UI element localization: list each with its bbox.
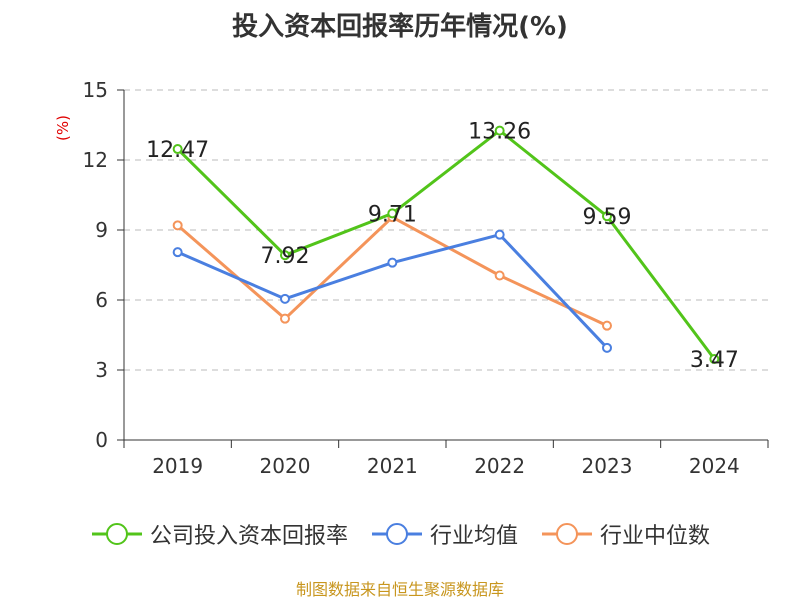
legend-label: 公司投入资本回报率 [149,524,348,549]
legend-line-marker-icon [91,523,142,545]
series-line [176,215,608,328]
source-note: 制图数据来自恒生聚源数据库 [295,580,504,599]
legend-label: 行业均值 [429,524,518,549]
legend-label: 行业中位数 [600,524,711,549]
data-point [494,229,505,240]
legend-item[interactable]: 公司投入资本回报率 [90,518,348,550]
x-tick-label: 2022 [474,454,525,478]
y-tick-label: 3 [95,358,108,382]
data-point [387,257,398,268]
y-tick-label: 0 [95,428,108,452]
data-point [280,293,290,304]
legend-line-marker-icon [371,523,422,545]
x-tick-label: 2019 [152,454,203,478]
legend-item[interactable]: 行业中位数 [540,518,710,550]
legend: 公司投入资本回报率 行业均值 行业中位数 [0,518,800,550]
data-point [387,208,398,219]
data-point [494,125,505,136]
data-point [172,220,183,231]
y-axis-label: (%) [54,115,72,141]
legend-line-marker-icon [542,523,592,545]
y-tick-label: 12 [83,148,108,172]
x-tick-label: 2021 [367,454,418,478]
chart-title: 投入资本回报率历年情况(%) [232,12,568,42]
data-point [602,320,612,331]
y-tick-label: 6 [95,288,108,312]
data-point [602,211,612,222]
data-label: 13.26 [468,120,531,145]
data-label: 12.47 [146,138,209,163]
data-point [280,250,290,261]
y-tick-label: 15 [83,78,108,102]
data-label: 9.59 [583,205,632,230]
legend-item[interactable]: 行业均值 [370,518,518,550]
x-tick-label: 2024 [689,454,740,478]
x-tick-label: 2023 [582,454,633,478]
x-tick-label: 2020 [260,454,311,478]
data-point [494,270,505,281]
y-tick-label: 9 [95,218,108,242]
data-label: 9.71 [368,202,417,227]
data-label: 3.47 [690,348,739,373]
series-line [176,129,716,360]
data-point [709,354,720,365]
data-point [280,313,290,324]
data-point [602,342,612,353]
data-label: 7.92 [261,244,310,269]
series-line [177,233,609,349]
data-point [172,144,183,155]
data-point [172,247,183,258]
